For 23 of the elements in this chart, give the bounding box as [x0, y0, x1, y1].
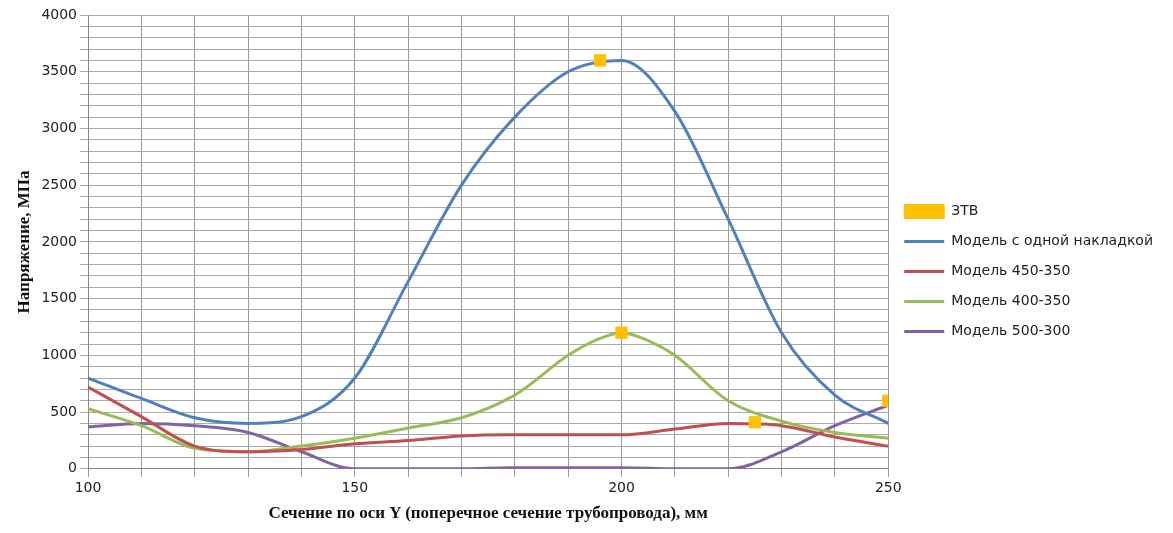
point	[615, 326, 628, 339]
y-tick-label: 2500	[41, 175, 78, 192]
x-axis-title: Сечение по оси Y (поперечное сечение трубопровода), мм	[268, 503, 709, 523]
legend-label: ЗТВ	[951, 202, 979, 219]
y-tick-label: 4000	[41, 5, 78, 22]
x-tick-label: 150	[341, 478, 369, 495]
point	[748, 416, 762, 429]
x-tick-label: 100	[74, 478, 102, 495]
y-tick-label: 1000	[41, 345, 78, 362]
legend-label: Модель 400-350	[951, 292, 1071, 309]
y-tick-label: 500	[50, 402, 78, 419]
y-tick-label: 2000	[41, 232, 78, 249]
legend-label: Модель с одной накладкой	[951, 232, 1153, 249]
legend-label: Модель 500-300	[951, 322, 1071, 339]
point	[594, 54, 607, 67]
y-tick-label: 3000	[41, 119, 78, 136]
y-tick-label: 0	[68, 459, 78, 476]
y-tick-label: 3500	[41, 62, 78, 79]
x-tick-label: 200	[608, 478, 635, 495]
legend-label: Модель 450-350	[951, 262, 1071, 279]
y-axis-title: Напряжение, МПа	[13, 169, 33, 314]
y-tick-label: 1500	[41, 289, 78, 306]
x-tick-label: 250	[874, 478, 902, 495]
